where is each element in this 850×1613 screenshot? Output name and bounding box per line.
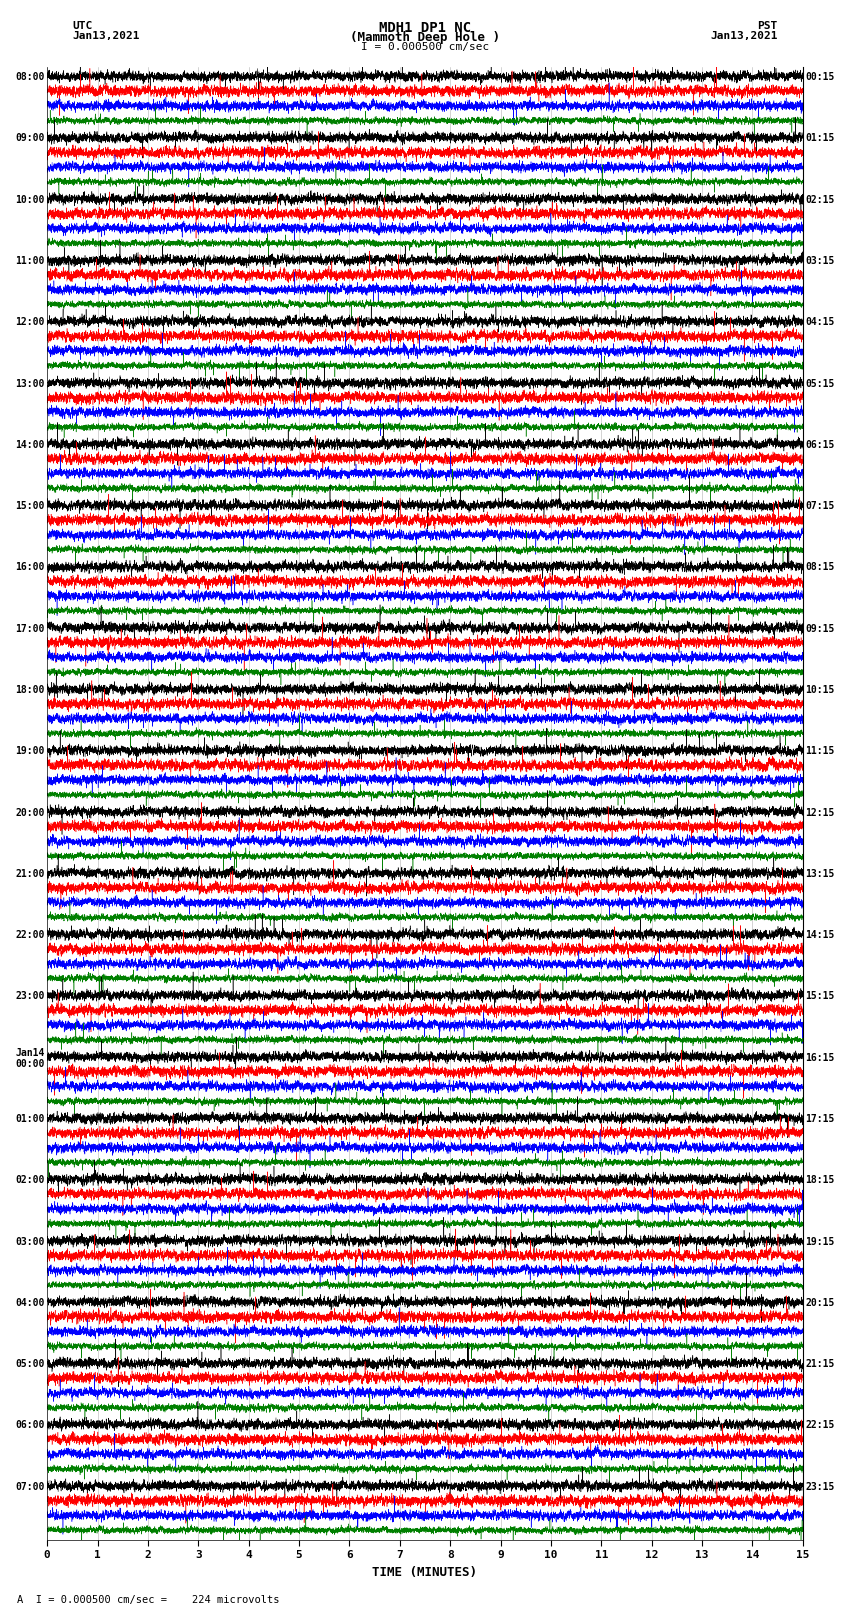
- Text: PST: PST: [757, 21, 778, 31]
- Text: Jan13,2021: Jan13,2021: [72, 31, 139, 40]
- X-axis label: TIME (MINUTES): TIME (MINUTES): [372, 1566, 478, 1579]
- Text: Jan13,2021: Jan13,2021: [711, 31, 778, 40]
- Text: MDH1 DP1 NC: MDH1 DP1 NC: [379, 21, 471, 35]
- Text: A  I = 0.000500 cm/sec =    224 microvolts: A I = 0.000500 cm/sec = 224 microvolts: [17, 1595, 280, 1605]
- Text: UTC: UTC: [72, 21, 93, 31]
- Text: I = 0.000500 cm/sec: I = 0.000500 cm/sec: [361, 42, 489, 52]
- Text: (Mammoth Deep Hole ): (Mammoth Deep Hole ): [350, 31, 500, 44]
